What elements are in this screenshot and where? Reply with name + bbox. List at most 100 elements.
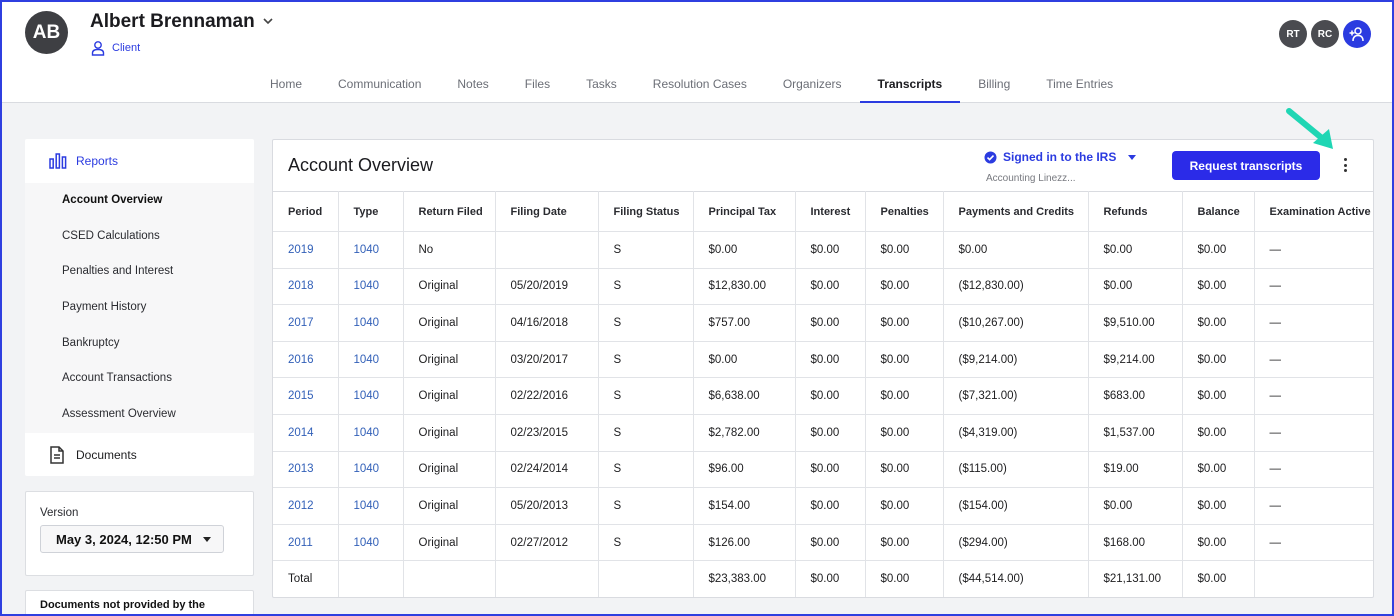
total-cell: ($44,514.00) <box>943 560 1089 597</box>
type-link[interactable]: 1040 <box>338 304 404 342</box>
table-cell: Original <box>403 451 496 489</box>
more-options-icon[interactable] <box>1339 155 1351 175</box>
client-role: Client <box>90 39 140 57</box>
table-row[interactable]: 2011 1040 Original 02/27/2012 S $126.00 $0.00 $… <box>273 524 1373 562</box>
table-cell: Original <box>403 341 496 379</box>
client-avatar: AB <box>25 11 68 54</box>
table-row[interactable]: 2015 1040 Original 02/22/2016 S $6,638.00 $0.0… <box>273 377 1373 415</box>
type-link[interactable]: 1040 <box>338 341 404 379</box>
irs-status-dropdown[interactable]: Signed in to the IRS <box>984 150 1137 164</box>
table-cell: $0.00 <box>1088 231 1183 269</box>
table-cell <box>495 231 599 269</box>
table-cell: $0.00 <box>1182 414 1255 452</box>
type-link[interactable]: 1040 <box>338 268 404 306</box>
tab-tasks[interactable]: Tasks <box>586 77 617 91</box>
type-link[interactable]: 1040 <box>338 231 404 269</box>
type-link[interactable]: 1040 <box>338 487 404 525</box>
table-header-row: Period Type Return Filed Filing Date Filing … <box>273 191 1373 232</box>
add-user-button[interactable] <box>1343 20 1371 48</box>
total-cell: Total <box>273 560 339 597</box>
table-row[interactable]: 2012 1040 Original 05/20/2013 S $154.00 $0.00 $… <box>273 487 1373 525</box>
table-row[interactable]: 2014 1040 Original 02/23/2015 S $2,782.00 $0.0… <box>273 414 1373 452</box>
client-header: AB Albert Brennaman Client Home Communica… <box>0 0 1394 103</box>
tab-home[interactable]: Home <box>270 77 303 91</box>
version-select[interactable]: May 3, 2024, 12:50 PM <box>40 525 224 553</box>
table-cell: $0.00 <box>1182 341 1255 379</box>
client-name[interactable]: Albert Brennaman <box>90 11 255 32</box>
sidebar-item-account-transactions[interactable]: Account Transactions <box>62 372 172 385</box>
period-link[interactable]: 2013 <box>273 451 339 489</box>
table-cell: $0.00 <box>865 268 944 306</box>
table-cell: $0.00 <box>865 487 944 525</box>
sidebar-item-penalties-and-interest[interactable]: Penalties and Interest <box>62 265 174 278</box>
table-cell: — <box>1254 268 1373 306</box>
irs-account-name: Accounting Linezz... <box>986 173 1076 184</box>
period-link[interactable]: 2017 <box>273 304 339 342</box>
table-cell: $0.00 <box>1182 524 1255 562</box>
sidebar-documents[interactable]: Documents <box>25 433 254 477</box>
table-cell: $0.00 <box>1182 377 1255 415</box>
tab-files[interactable]: Files <box>524 77 551 91</box>
tab-time-entries[interactable]: Time Entries <box>1046 77 1114 91</box>
period-link[interactable]: 2019 <box>273 231 339 269</box>
table-cell: — <box>1254 377 1373 415</box>
table-cell: $0.00 <box>1088 268 1183 306</box>
tab-communication[interactable]: Communication <box>338 77 422 91</box>
table-cell: — <box>1254 524 1373 562</box>
table-cell: S <box>598 231 694 269</box>
tab-resolution-cases[interactable]: Resolution Cases <box>652 77 747 91</box>
table-cell: $0.00 <box>943 231 1089 269</box>
table-row[interactable]: 2016 1040 Original 03/20/2017 S $0.00 $0.00 $0.… <box>273 341 1373 379</box>
table-cell: $2,782.00 <box>693 414 796 452</box>
table-cell: 02/24/2014 <box>495 451 599 489</box>
table-row[interactable]: 2017 1040 Original 04/16/2018 S $757.00 $0.00 $… <box>273 304 1373 342</box>
table-cell: $0.00 <box>865 524 944 562</box>
tab-transcripts[interactable]: Transcripts <box>859 69 961 103</box>
table-cell: S <box>598 268 694 306</box>
table-cell: $0.00 <box>795 414 866 452</box>
tab-billing[interactable]: Billing <box>978 77 1011 91</box>
version-card: Version May 3, 2024, 12:50 PM <box>25 491 254 576</box>
sidebar-item-bankruptcy[interactable]: Bankruptcy <box>62 336 120 349</box>
period-link[interactable]: 2012 <box>273 487 339 525</box>
table-cell: ($12,830.00) <box>943 268 1089 306</box>
total-cell: $23,383.00 <box>693 560 796 597</box>
sidebar-item-csed-calculations[interactable]: CSED Calculations <box>62 229 160 242</box>
type-link[interactable]: 1040 <box>338 377 404 415</box>
table-cell: 04/16/2018 <box>495 304 599 342</box>
table-cell: $1,537.00 <box>1088 414 1183 452</box>
column-header: Penalties <box>865 191 944 232</box>
arrow-annotation <box>1286 108 1333 149</box>
tab-notes[interactable]: Notes <box>457 77 489 91</box>
table-cell: S <box>598 451 694 489</box>
table-row[interactable]: 2013 1040 Original 02/24/2014 S $96.00 $0.00 $0… <box>273 451 1373 489</box>
team-avatar[interactable]: RC <box>1311 20 1339 48</box>
team-avatar[interactable]: RT <box>1279 20 1307 48</box>
period-link[interactable]: 2011 <box>273 524 339 562</box>
period-link[interactable]: 2015 <box>273 377 339 415</box>
period-link[interactable]: 2016 <box>273 341 339 379</box>
table-cell: $9,214.00 <box>1088 341 1183 379</box>
chevron-down-icon[interactable] <box>261 14 275 28</box>
type-link[interactable]: 1040 <box>338 524 404 562</box>
type-link[interactable]: 1040 <box>338 414 404 452</box>
type-link[interactable]: 1040 <box>338 451 404 489</box>
table-cell: 05/20/2013 <box>495 487 599 525</box>
bar-chart-icon <box>49 153 67 169</box>
table-cell: $0.00 <box>693 341 796 379</box>
period-link[interactable]: 2014 <box>273 414 339 452</box>
sidebar-reports-header[interactable]: Reports <box>25 139 254 183</box>
sidebar-item-assessment-overview[interactable]: Assessment Overview <box>62 408 176 421</box>
sidebar-item-payment-history[interactable]: Payment History <box>62 301 147 314</box>
table-cell: S <box>598 414 694 452</box>
table-cell: — <box>1254 451 1373 489</box>
request-transcripts-button[interactable]: Request transcripts <box>1172 151 1320 180</box>
total-cell: $0.00 <box>865 560 944 597</box>
table-row[interactable]: 2019 1040 No S $0.00 $0.00 $0.00 $0.00 $0.00 $0.0… <box>273 231 1373 269</box>
table-cell: $0.00 <box>865 304 944 342</box>
period-link[interactable]: 2018 <box>273 268 339 306</box>
sidebar-item-account-overview[interactable]: Account Overview <box>62 194 163 206</box>
tab-organizers[interactable]: Organizers <box>782 77 842 91</box>
table-row[interactable]: 2018 1040 Original 05/20/2019 S $12,830.00 $0.… <box>273 268 1373 306</box>
documents-not-provided-card: Documents not provided by the <box>25 590 254 616</box>
